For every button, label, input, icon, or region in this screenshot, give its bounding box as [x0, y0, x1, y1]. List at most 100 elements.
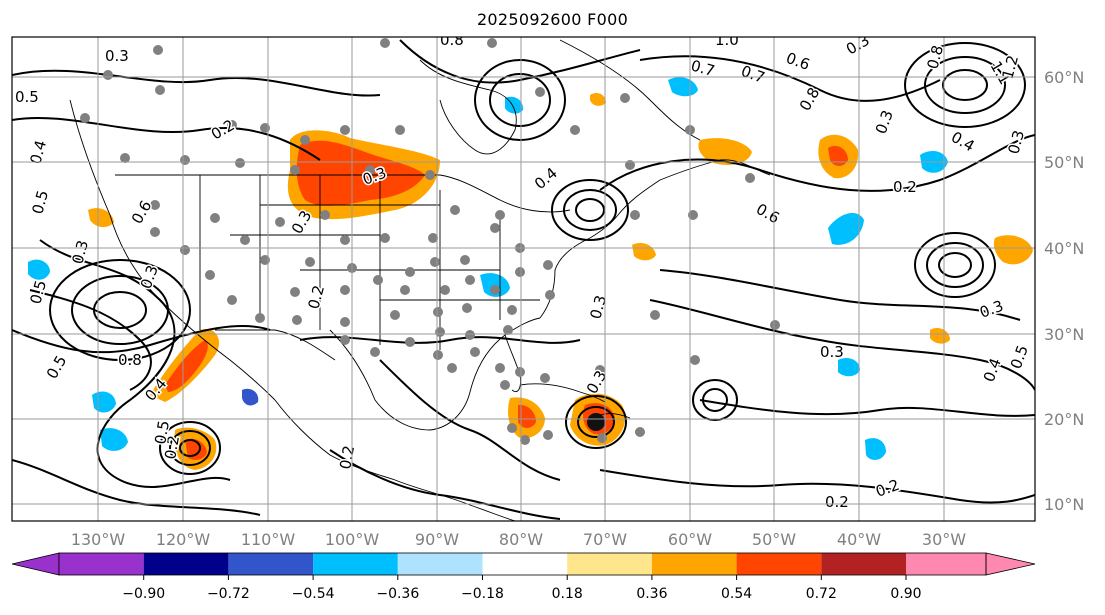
station-dot	[395, 125, 405, 135]
contour-line	[699, 399, 1035, 417]
contour-line	[649, 299, 1035, 391]
coastline-us-west	[69, 99, 276, 401]
colorbar-tick-labels: −0.90 −0.72 −0.54 −0.36 −0.18 0.18 0.36 …	[122, 586, 921, 602]
station-dot	[503, 325, 513, 335]
station-dot	[227, 295, 237, 305]
station-dot	[440, 285, 450, 295]
shade-orange-atlantic-2	[698, 138, 752, 165]
shade-red-atlantic-1	[828, 145, 848, 166]
lat-label: 40°N	[1044, 239, 1084, 258]
contour-line	[12, 69, 381, 97]
shade-red-mexico	[165, 340, 208, 392]
station-dot	[235, 158, 245, 168]
contour-line	[599, 469, 1035, 504]
station-dot	[543, 260, 553, 270]
colorbar-segment	[228, 553, 314, 575]
station-dot	[430, 257, 440, 267]
contour-label: 0.3	[105, 47, 129, 65]
station-dot	[490, 285, 500, 295]
station-dot	[255, 313, 265, 323]
station-dot	[770, 320, 780, 330]
contour-line	[12, 459, 261, 516]
contour-ring	[563, 189, 617, 231]
contour-ring	[93, 291, 147, 329]
station-dot	[380, 233, 390, 243]
contour-label: 0.8	[440, 31, 464, 49]
colorbar-segment	[567, 553, 652, 575]
station-dot	[500, 380, 510, 390]
contour-line	[39, 239, 231, 489]
station-dot	[515, 267, 525, 277]
shade-orange-small-4	[88, 208, 114, 228]
contour-ring	[169, 430, 211, 466]
contour-lines	[12, 39, 1035, 520]
colorbar-min-arrow	[11, 552, 60, 576]
coastline-mexico	[274, 399, 396, 481]
lon-label: 130°W	[71, 530, 126, 549]
colorbar-label: −0.72	[207, 586, 250, 602]
contour-ring	[575, 198, 605, 222]
contour-ring	[924, 56, 1006, 114]
shade-red-plains	[296, 140, 425, 206]
station-dot	[465, 330, 475, 340]
station-dot	[450, 205, 460, 215]
station-dot	[570, 125, 580, 135]
station-dot	[365, 165, 375, 175]
contour-ring	[179, 439, 201, 457]
station-dot	[390, 310, 400, 320]
station-dot	[545, 290, 555, 300]
coastline-gulf	[329, 317, 541, 431]
station-dot	[433, 307, 443, 317]
station-dot	[460, 255, 470, 265]
station-dot	[240, 235, 250, 245]
contour-ring	[489, 73, 551, 127]
contour-ring	[49, 259, 191, 361]
station-dot	[495, 210, 505, 220]
station-dot	[507, 305, 517, 315]
station-dot	[370, 347, 380, 357]
station-dot	[745, 173, 755, 183]
coastline-hudson	[419, 59, 517, 155]
station-dot	[340, 285, 350, 295]
station-dot	[150, 200, 160, 210]
station-dot	[520, 435, 530, 445]
border-us-canada	[115, 174, 571, 213]
longitude-labels: 130°W 120°W 110°W 100°W 90°W 80°W 70°W 6…	[71, 530, 966, 549]
lat-label: 50°N	[1044, 153, 1084, 172]
contour-ring	[474, 59, 566, 141]
station-dot	[205, 270, 215, 280]
station-dot	[507, 423, 517, 433]
lon-label: 30°W	[922, 530, 966, 549]
shade-red-cyclone	[185, 438, 207, 460]
contour-line	[639, 55, 941, 102]
station-dot	[400, 285, 410, 295]
contour-ring	[926, 242, 984, 288]
coastline-hispaniola	[599, 413, 631, 419]
contour-label: 0.5	[151, 419, 173, 446]
colorbar-segment	[59, 553, 144, 575]
station-dot	[380, 38, 390, 48]
station-dot	[630, 210, 640, 220]
lat-label: 30°N	[1044, 325, 1084, 344]
station-dot	[465, 275, 475, 285]
contour-label: 0.2	[825, 493, 849, 511]
shade-blue-atlantic-4	[865, 438, 886, 460]
station-dot	[535, 87, 545, 97]
coastlines	[69, 39, 771, 521]
station-dot	[103, 70, 113, 80]
shade-blue-pacific-3	[100, 428, 128, 451]
lon-label: 110°W	[241, 530, 296, 549]
station-dot	[153, 45, 163, 55]
lat-label: 20°N	[1044, 410, 1084, 429]
contour-label: 0.5	[15, 88, 39, 106]
station-dot	[275, 217, 285, 227]
lon-label: 70°W	[583, 530, 627, 549]
coastline-cuba	[519, 383, 606, 403]
station-dot	[620, 93, 630, 103]
lon-label: 80°W	[499, 530, 543, 549]
colorbar-label: 0.54	[721, 586, 752, 602]
lon-label: 60°W	[668, 530, 712, 549]
border-us-mexico	[215, 329, 336, 361]
station-dot	[80, 113, 90, 123]
colorbar-segment	[143, 553, 229, 575]
